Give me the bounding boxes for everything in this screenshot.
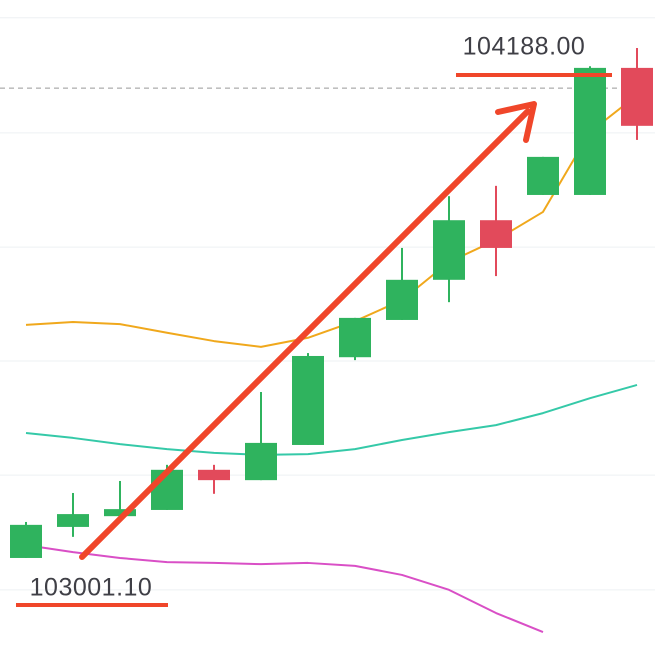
- candle-body: [151, 469, 183, 510]
- candle-body: [527, 156, 559, 195]
- candle-body: [10, 524, 42, 558]
- candle-body: [480, 220, 512, 248]
- indicator-lines: [25, 94, 638, 633]
- candle-body: [198, 469, 230, 481]
- grid: [0, 17, 655, 591]
- candle-body: [104, 509, 136, 517]
- candle-body: [57, 514, 89, 527]
- candle-body: [339, 317, 371, 358]
- indicator-line: [25, 383, 638, 456]
- high-label: 104188.00: [463, 33, 586, 61]
- candle-body: [574, 67, 606, 195]
- low-label: 103001.10: [30, 574, 153, 602]
- indicator-line: [25, 544, 544, 633]
- candle-body: [292, 355, 324, 445]
- candle-body: [245, 442, 277, 481]
- arrow-head: [495, 101, 537, 143]
- indicator-line: [25, 94, 638, 348]
- candle-body: [433, 220, 465, 280]
- candles: [10, 48, 653, 558]
- trend-arrow: [79, 101, 537, 560]
- candle-body: [621, 67, 653, 126]
- candle-body: [386, 279, 418, 320]
- arrow-shaft: [79, 108, 531, 560]
